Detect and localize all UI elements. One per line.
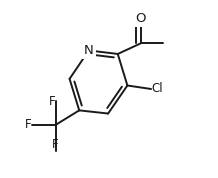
Text: Cl: Cl (151, 82, 163, 96)
Text: N: N (84, 44, 94, 57)
Text: F: F (52, 138, 59, 151)
Text: F: F (25, 118, 32, 131)
Text: O: O (135, 12, 146, 25)
Text: F: F (49, 95, 56, 108)
